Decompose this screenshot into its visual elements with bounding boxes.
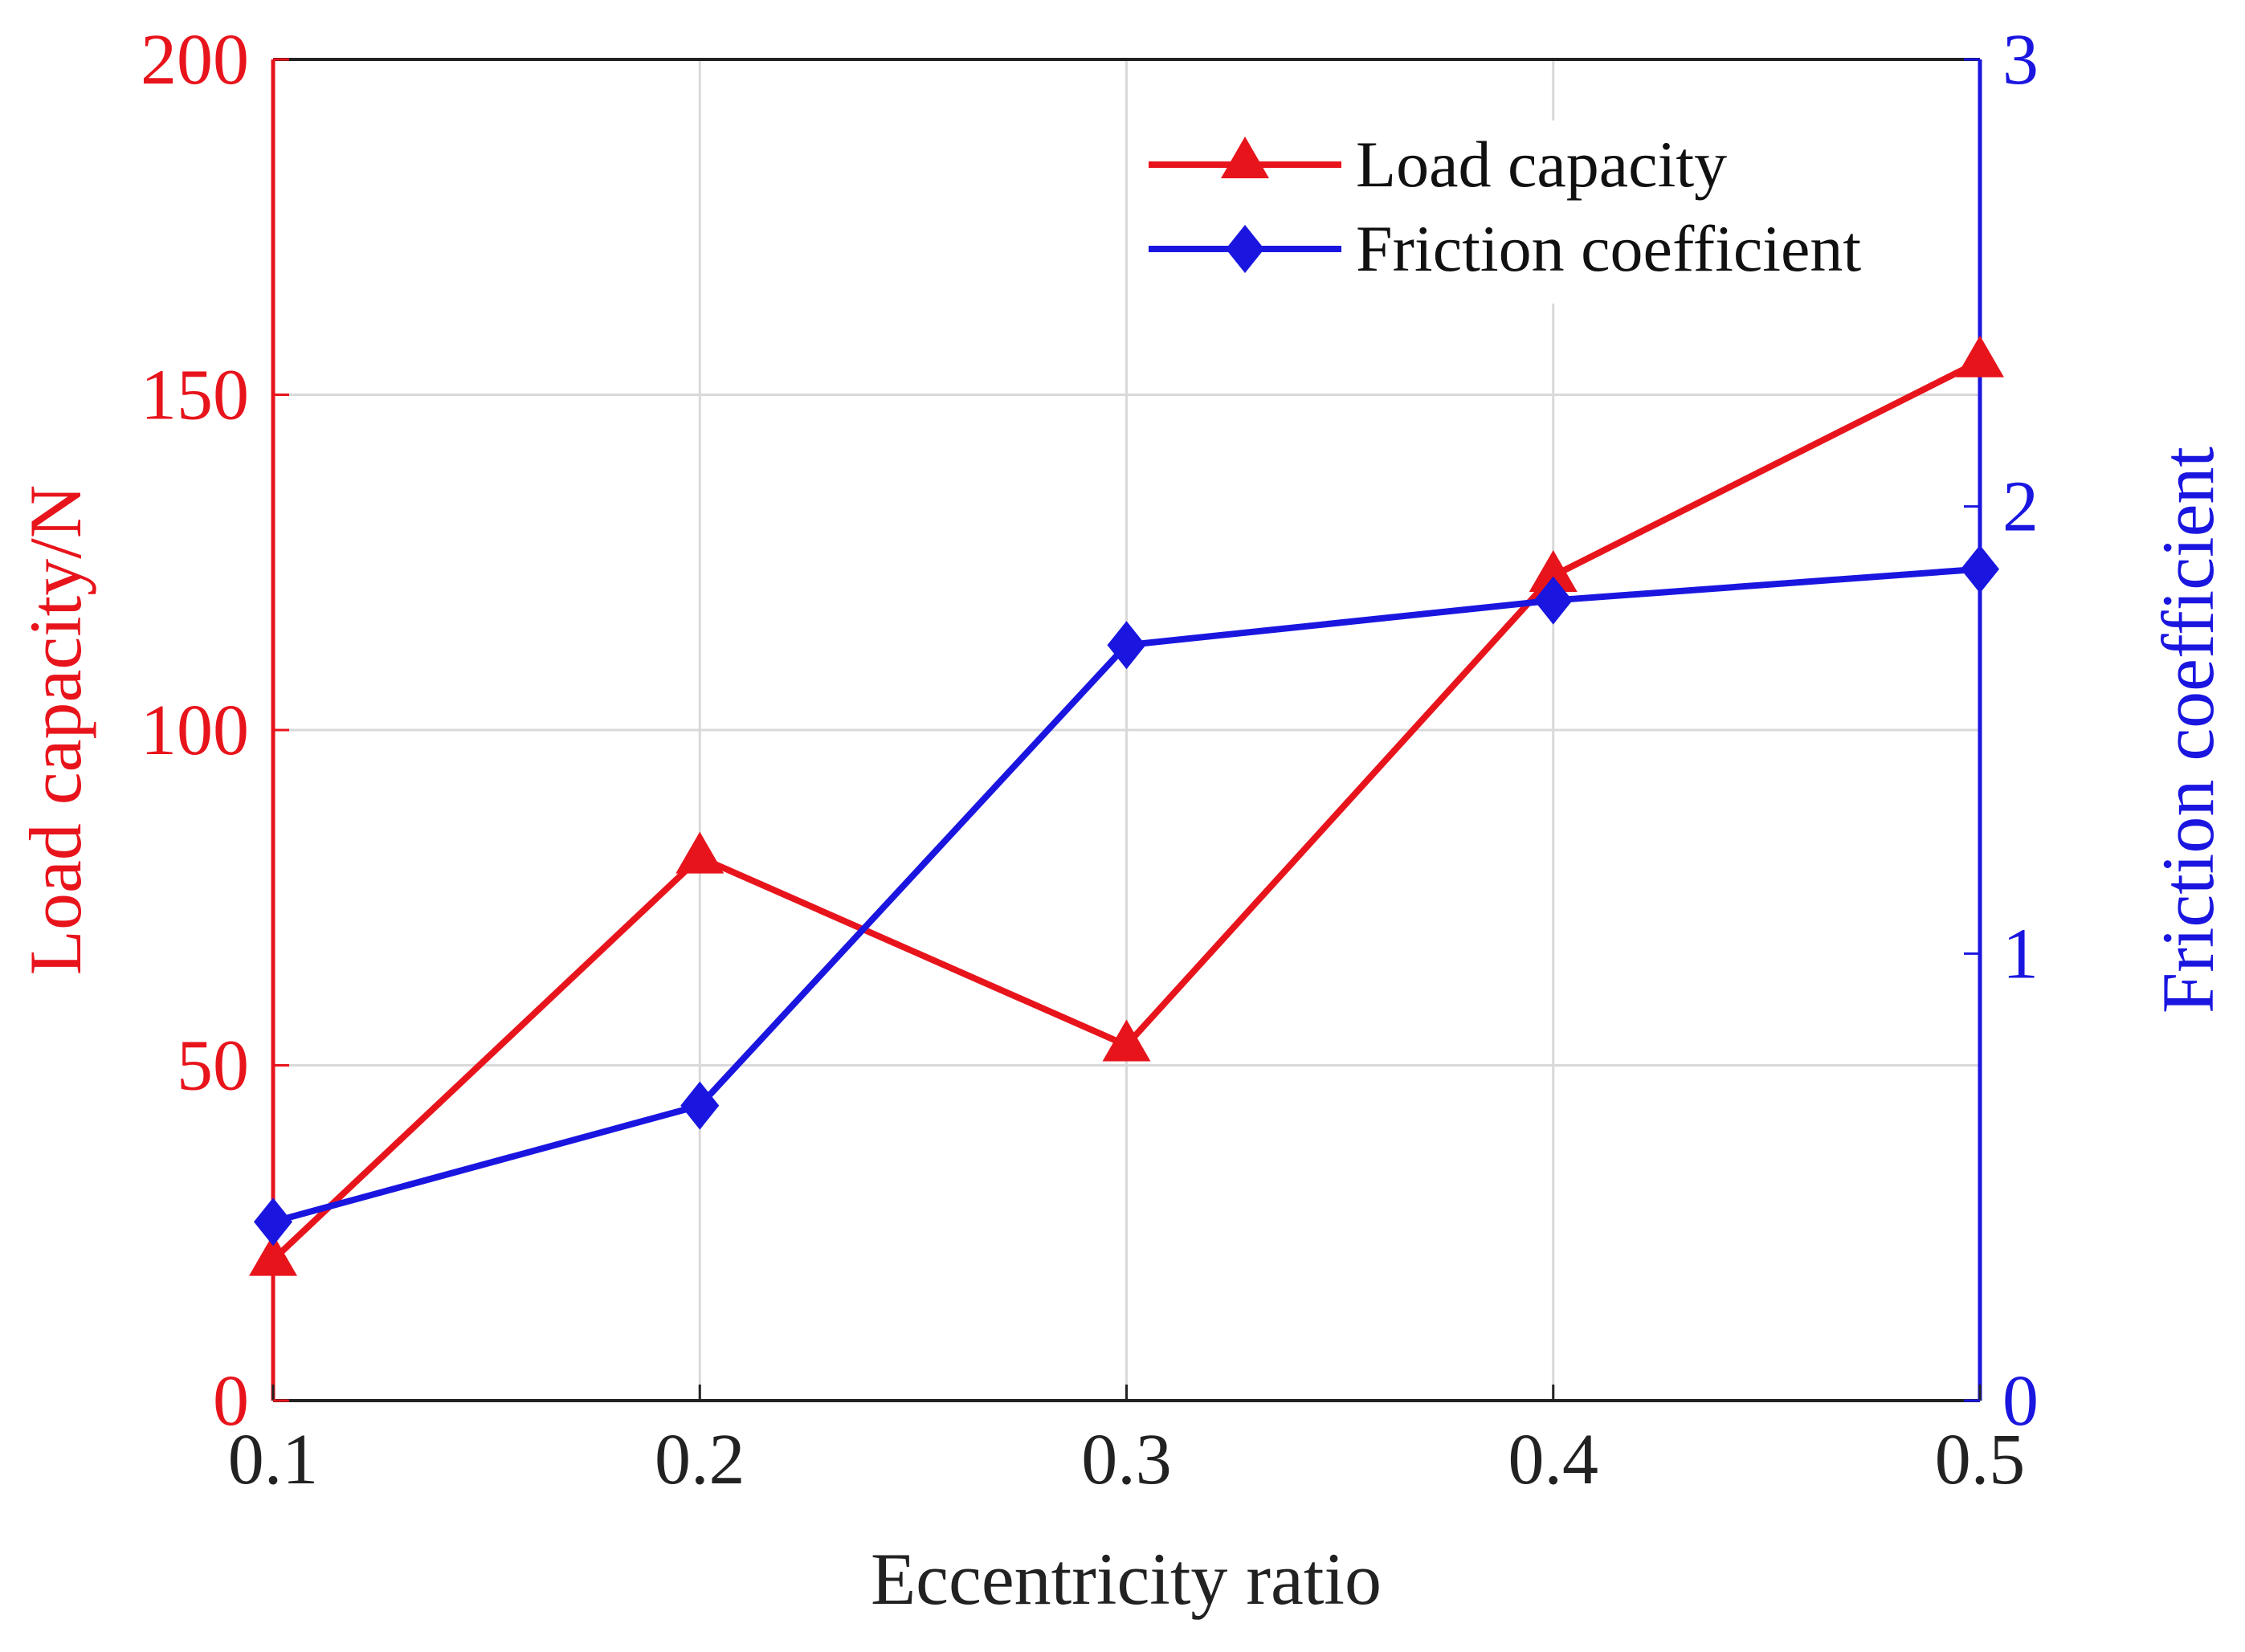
y-right-tick-label: 0	[2002, 1361, 2039, 1441]
y-left-tick-label: 200	[141, 20, 249, 100]
data-point-triangle	[1102, 1019, 1151, 1062]
y-left-axis-label: Load capacity/N	[14, 485, 96, 976]
x-tick-label: 0.1	[228, 1420, 319, 1499]
y-left-tick-label: 150	[141, 356, 249, 435]
y-right-tick-label: 2	[2002, 467, 2039, 547]
data-point-diamond	[680, 1081, 720, 1130]
data-point-diamond	[1533, 576, 1573, 625]
legend-triangle-marker	[1221, 137, 1269, 178]
legend-entry-friction-coefficient: Friction coefficient	[1149, 212, 1861, 285]
legend-diamond-marker	[1226, 225, 1264, 273]
x-tick-label: 0.2	[655, 1420, 745, 1499]
legend-entry-load-capacity: Load capacity	[1149, 128, 1727, 201]
y-right-axis-label: Friction coefficient	[2147, 447, 2229, 1014]
y-left-tick-label: 50	[177, 1026, 249, 1106]
data-point-diamond	[1107, 621, 1146, 670]
data-point-triangle	[676, 831, 725, 874]
y-left-tick-label: 100	[141, 691, 249, 770]
data-point-triangle	[1529, 549, 1578, 592]
legend-box	[1133, 120, 1936, 304]
series-layer	[249, 335, 2004, 1276]
y-left-tick-label: 0	[213, 1361, 249, 1441]
data-point-diamond	[1961, 545, 1999, 593]
legend: Load capacity Friction coefficient	[1133, 120, 1936, 304]
data-point-triangle	[1956, 335, 2004, 377]
data-point-diamond	[254, 1197, 292, 1246]
legend-label-friction-coefficient: Friction coefficient	[1356, 212, 1861, 285]
x-axis-label: Eccentricity ratio	[871, 1538, 1382, 1620]
x-tick-label: 0.5	[1935, 1420, 2026, 1499]
legend-label-load-capacity: Load capacity	[1356, 128, 1727, 201]
x-tick-label: 0.3	[1081, 1420, 1172, 1499]
data-point-triangle	[249, 1234, 297, 1276]
y-right-tick-label: 3	[2002, 20, 2039, 100]
y-right-tick-label: 1	[2002, 914, 2039, 993]
x-tick-label: 0.4	[1508, 1420, 1599, 1499]
